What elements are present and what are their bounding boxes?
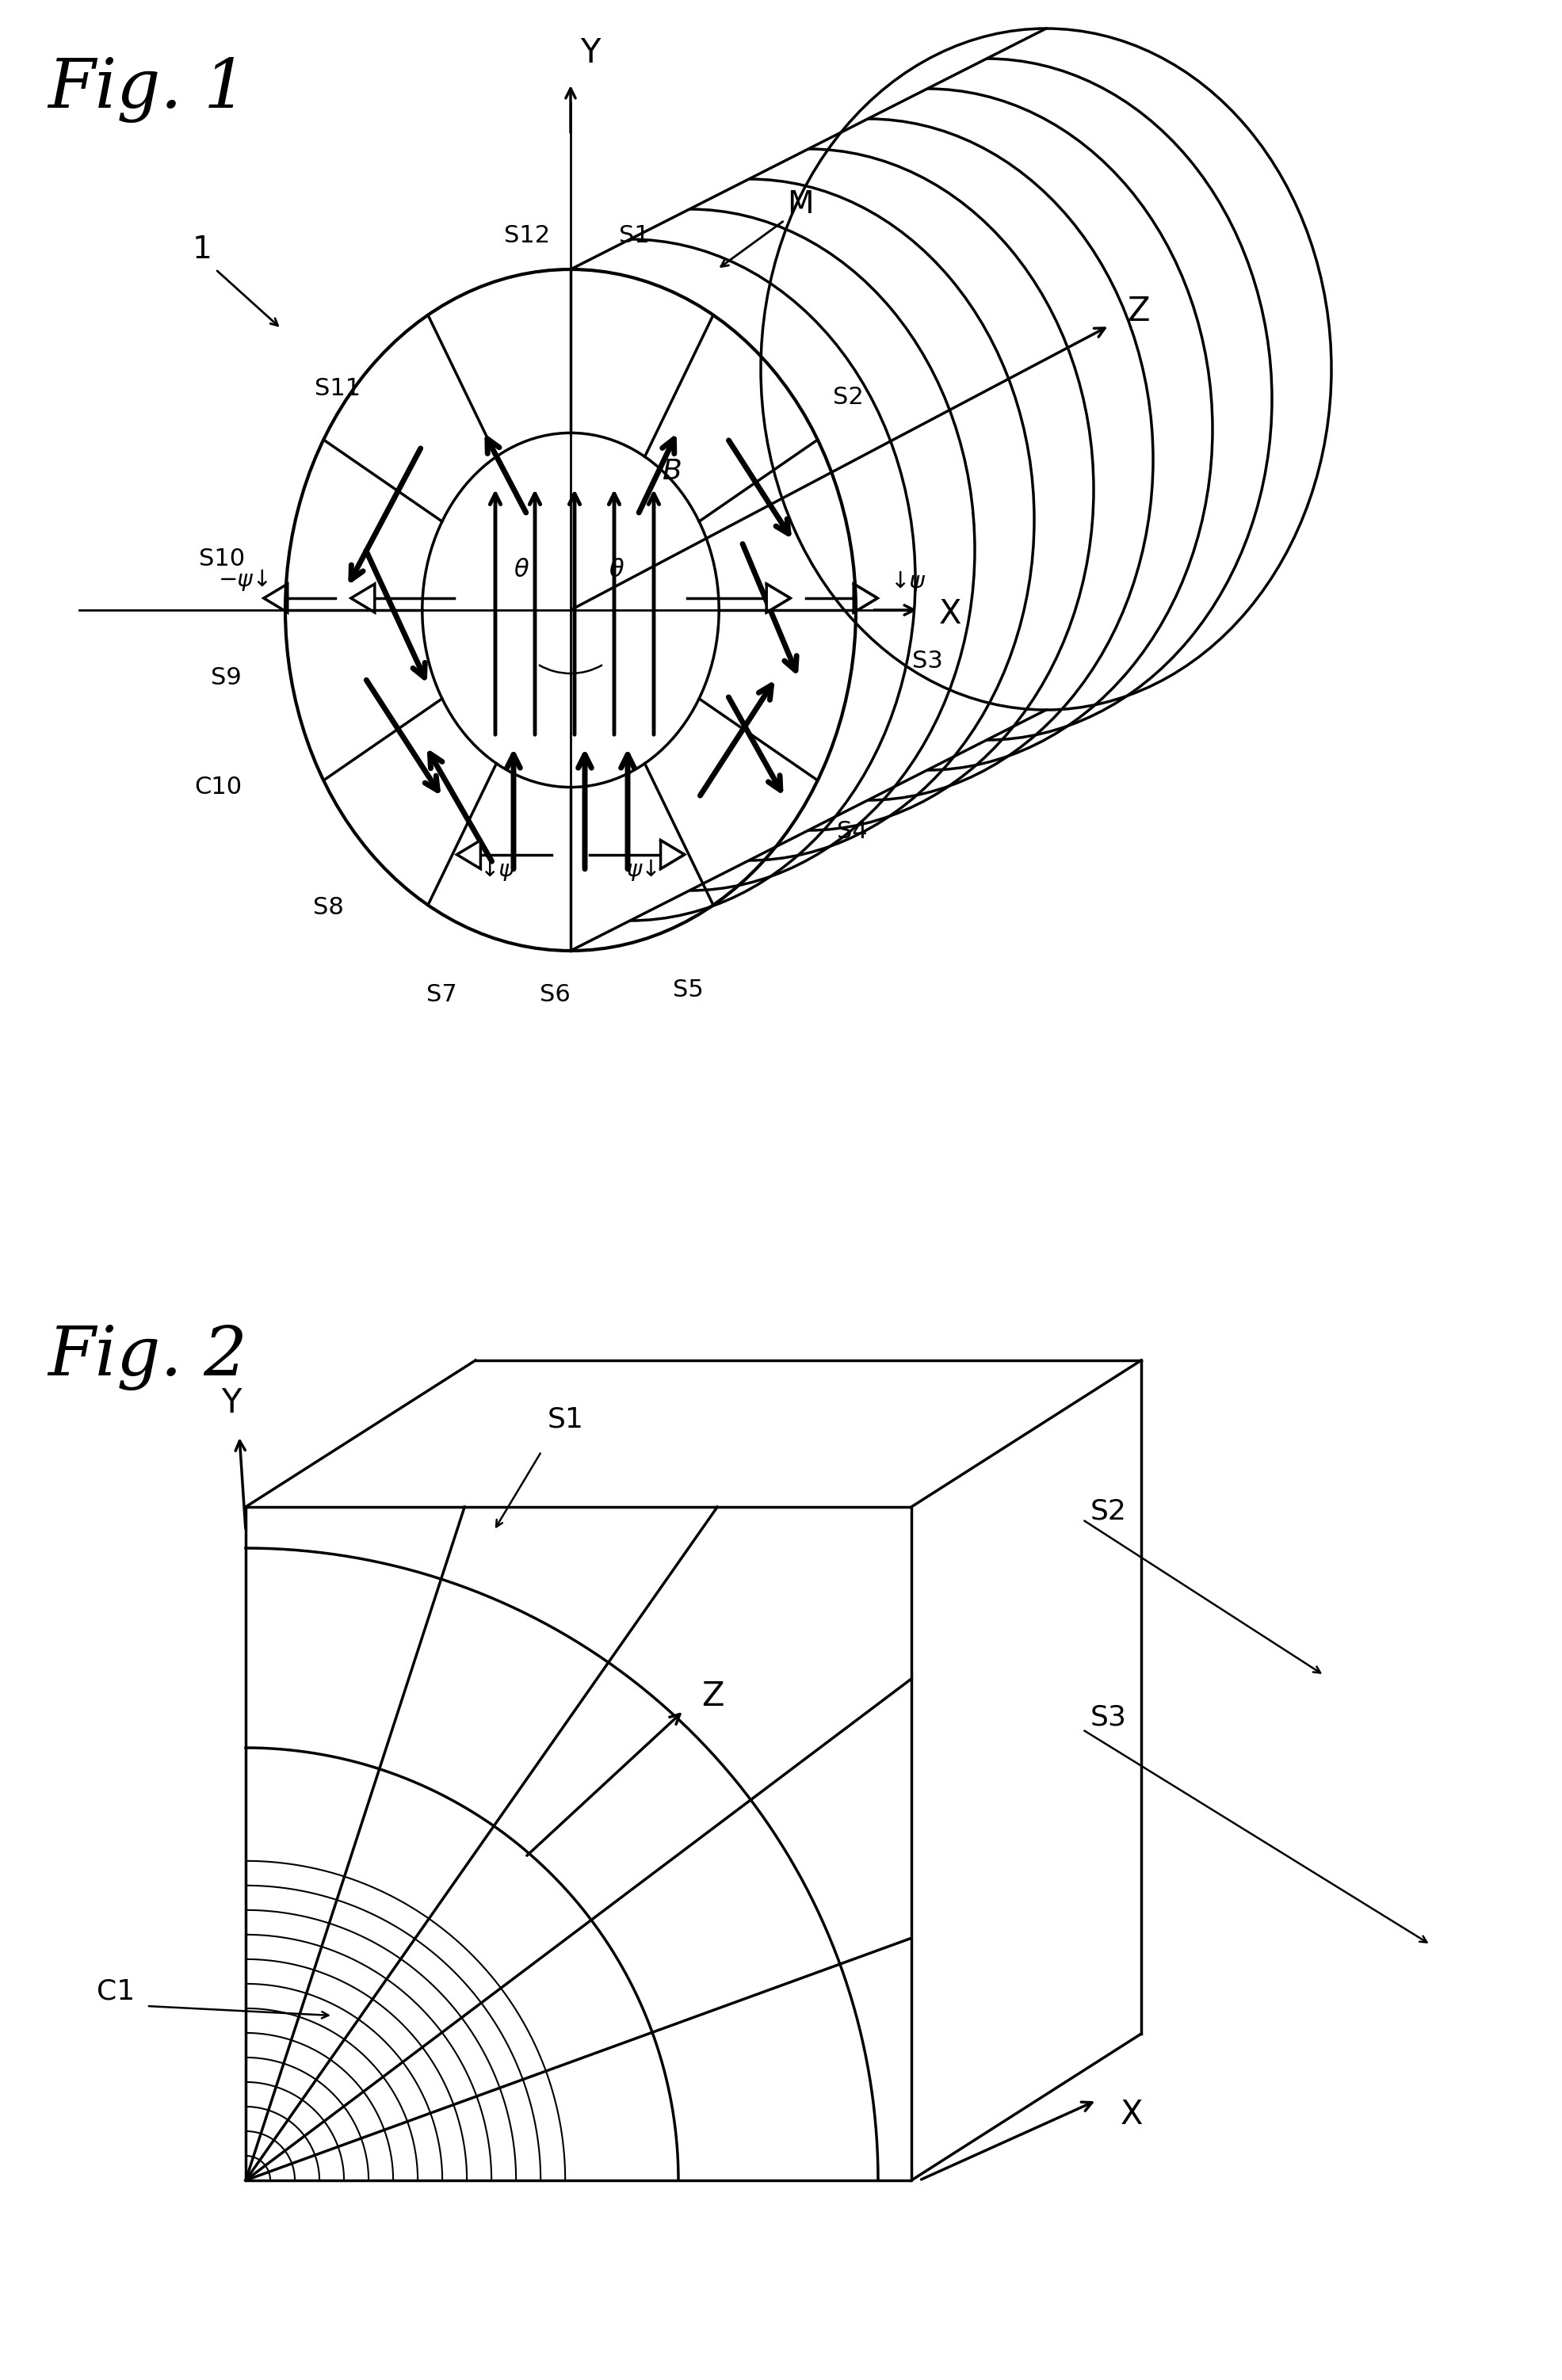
Text: B: B (662, 457, 681, 486)
Text: S8: S8 (314, 895, 344, 919)
Polygon shape (767, 583, 790, 612)
Text: Y: Y (580, 36, 600, 69)
Text: X: X (939, 597, 962, 631)
Text: 1: 1 (192, 236, 212, 264)
Polygon shape (264, 583, 287, 612)
Text: ↓ψ: ↓ψ (890, 571, 925, 593)
Polygon shape (661, 840, 684, 869)
Text: S1: S1 (619, 224, 650, 248)
Text: Fig. 1: Fig. 1 (47, 57, 247, 124)
Text: S11: S11 (314, 376, 361, 400)
Text: S5: S5 (673, 978, 703, 1002)
Text: C1: C1 (97, 1978, 134, 2006)
Text: Z: Z (1126, 295, 1150, 328)
Text: S1: S1 (547, 1407, 583, 1433)
Text: ψ↓: ψ↓ (626, 859, 661, 881)
Text: S4: S4 (837, 821, 867, 843)
Polygon shape (854, 583, 878, 612)
Polygon shape (456, 840, 481, 869)
Text: S2: S2 (1090, 1497, 1126, 1526)
Text: S10: S10 (198, 547, 245, 571)
Text: Y: Y (222, 1388, 242, 1421)
Text: S7: S7 (426, 983, 456, 1007)
Polygon shape (351, 583, 375, 612)
Text: ↓ψ: ↓ψ (480, 859, 514, 881)
Text: S3: S3 (912, 650, 942, 674)
Text: Z: Z (701, 1680, 723, 1714)
FancyArrowPatch shape (1084, 1521, 1320, 1673)
Text: −ψ↓: −ψ↓ (219, 569, 273, 590)
Text: S2: S2 (833, 386, 864, 409)
Text: θ: θ (514, 559, 528, 581)
Text: θ: θ (609, 559, 623, 581)
Text: X: X (1120, 2097, 1143, 2130)
Text: S3: S3 (1090, 1704, 1126, 1730)
Text: M: M (787, 190, 814, 219)
Text: S12: S12 (505, 224, 550, 248)
Text: Fig. 2: Fig. 2 (47, 1326, 247, 1390)
Text: S9: S9 (211, 666, 241, 690)
Text: S6: S6 (539, 983, 570, 1007)
Text: C10: C10 (194, 776, 242, 800)
FancyArrowPatch shape (1084, 1730, 1426, 1942)
